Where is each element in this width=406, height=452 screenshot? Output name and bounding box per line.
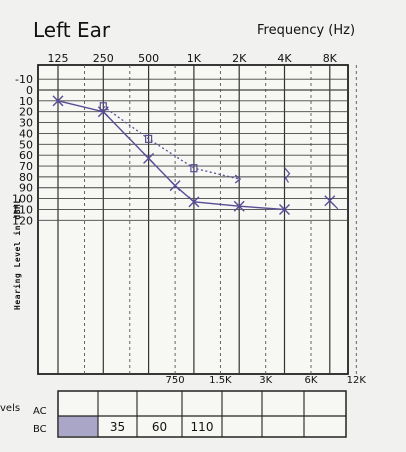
y-tick-label: 20 bbox=[19, 106, 33, 119]
y-axis-label: Hearing Level in dBHL bbox=[12, 198, 22, 310]
x-marker-stroke bbox=[233, 200, 245, 212]
y-tick-label: 100 bbox=[12, 193, 33, 206]
x-marker bbox=[52, 95, 64, 107]
x-marker bbox=[233, 200, 245, 212]
x-tick-label-top: 250 bbox=[93, 52, 114, 65]
y-tick-label: 120 bbox=[12, 214, 33, 227]
x-marker-stroke bbox=[169, 180, 181, 192]
series-layer bbox=[52, 95, 339, 215]
x-tick-label-top: 2K bbox=[232, 52, 247, 65]
table-cells: 35 60 110 bbox=[110, 420, 214, 434]
bracket-arrow-marker bbox=[284, 167, 291, 183]
y-tick-label: 10 bbox=[19, 95, 33, 108]
x-tick-label-top: 4K bbox=[277, 52, 292, 65]
bracket-marker bbox=[234, 174, 242, 184]
bc-level-cell: 110 bbox=[191, 420, 214, 434]
y-tick-label: -10 bbox=[15, 73, 33, 86]
series-dotted-line bbox=[102, 105, 240, 180]
row-label-bc: BC bbox=[33, 424, 47, 435]
square-marker bbox=[190, 164, 198, 173]
x-tick-label-top: 125 bbox=[48, 52, 69, 65]
levels-table bbox=[57, 390, 347, 438]
x-marker-stroke bbox=[279, 203, 290, 215]
x-marker-stroke bbox=[52, 95, 64, 107]
y-tick-label: 80 bbox=[19, 171, 33, 184]
x-tick-label-top: 500 bbox=[138, 52, 159, 65]
arrow-stroke bbox=[284, 177, 290, 183]
x-tick-label-bottom: 1.5K bbox=[209, 375, 232, 386]
x-arrow-marker bbox=[324, 195, 339, 210]
arrow-stroke bbox=[332, 203, 339, 210]
y-tick-label: 60 bbox=[19, 149, 33, 162]
bc-level-cell: 60 bbox=[152, 420, 167, 434]
x-tick-label-bottom: 3K bbox=[259, 375, 272, 386]
bc-shaded-cell bbox=[59, 416, 98, 436]
x-tick-label-top: 1K bbox=[187, 52, 202, 65]
row-label-ac: AC bbox=[33, 406, 47, 417]
x-tick-label-bottom: 750 bbox=[166, 375, 185, 386]
frequency-axis-label: Frequency (Hz) bbox=[257, 23, 355, 38]
y-tick-label: 110 bbox=[12, 203, 33, 216]
x-marker-stroke bbox=[324, 195, 336, 207]
bc-level-cell: 35 bbox=[110, 420, 125, 434]
x-tick-label-bottom: 6K bbox=[305, 375, 318, 386]
x-tick-label-bottom: 12K bbox=[347, 375, 367, 386]
y-tick-label: 0 bbox=[26, 84, 33, 97]
x-marker bbox=[169, 180, 181, 192]
levels-title-fragment: vels bbox=[0, 403, 20, 414]
x-marker-stroke bbox=[143, 152, 155, 164]
x-marker-stroke bbox=[188, 196, 200, 208]
y-tick-label: 90 bbox=[19, 182, 33, 195]
y-tick-label: 30 bbox=[19, 117, 33, 130]
square-marker bbox=[145, 134, 153, 143]
x-marker bbox=[143, 152, 155, 164]
x-marker bbox=[188, 196, 200, 208]
x-tick-label-top: 8K bbox=[323, 52, 338, 65]
plot-frame bbox=[37, 64, 349, 375]
x-tick-labels: 125 250 500 1K 2K 4K 8K 750 1.5K 3K 6K 12K bbox=[48, 52, 367, 386]
square-marker bbox=[99, 102, 107, 111]
grid bbox=[38, 65, 357, 374]
table-grid bbox=[58, 391, 346, 437]
y-tick-label: 50 bbox=[19, 138, 33, 151]
chart-title: Left Ear bbox=[33, 18, 111, 42]
y-tick-label: 40 bbox=[19, 127, 33, 140]
x-marker bbox=[279, 203, 290, 215]
y-tick-label: 70 bbox=[19, 160, 33, 173]
